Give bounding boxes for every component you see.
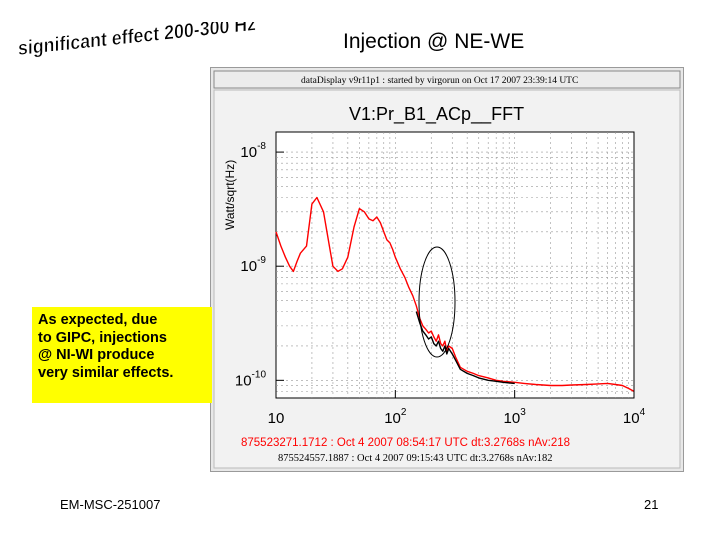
callout-box: As expected, due to GIPC, injections @ N… (32, 307, 212, 403)
x-tick-label: 102 (384, 407, 407, 427)
callout-line: to GIPC, injections (38, 329, 167, 346)
grid-layer (276, 132, 634, 398)
header-bar (213, 70, 681, 89)
annotation-ellipse (418, 246, 456, 358)
footer-label: EM-MSC-251007 (60, 497, 161, 512)
series-layer (275, 196, 635, 393)
callout-line: very similar effects. (38, 364, 174, 381)
plot-frame: dataDisplay v9r11p1 : started by virgoru… (210, 67, 684, 472)
y-axis-label: Watt/sqrt(Hz) (223, 160, 237, 230)
header-text: dataDisplay v9r11p1 : started by virgoru… (301, 76, 578, 86)
y-tick-label: 10-10 (235, 369, 267, 389)
y-tick-label: 10-8 (240, 141, 266, 161)
series-red-line (275, 196, 635, 393)
chart-title: V1:Pr_B1_ACp__FFT (349, 104, 524, 125)
callout-line: @ NI-WI produce (38, 347, 155, 363)
legend-black: 875524557.1887 : Oct 4 2007 09:15:43 UTC… (278, 453, 553, 464)
wordart-text: significant effect 200-300 Hz (18, 22, 256, 60)
x-tick-label: 103 (504, 407, 527, 427)
tick-layer: 10-8 10-9 10-10 10 102 103 104 (235, 141, 646, 427)
wordart-heading: significant effect 200-300 Hz (18, 22, 257, 60)
series-black-line (415, 311, 515, 385)
page-number: 21 (644, 497, 659, 512)
plot-svg: dataDisplay v9r11p1 : started by virgoru… (213, 70, 681, 469)
x-tick-label: 104 (623, 407, 646, 427)
slide-title: Injection @ NE-WE (343, 30, 525, 53)
x-tick-label: 10 (268, 410, 285, 427)
legend-red: 875523271.1712 : Oct 4 2007 08:54:17 UTC… (241, 437, 570, 449)
callout-line: As expected, due (38, 312, 158, 328)
y-tick-label: 10-9 (240, 255, 266, 275)
